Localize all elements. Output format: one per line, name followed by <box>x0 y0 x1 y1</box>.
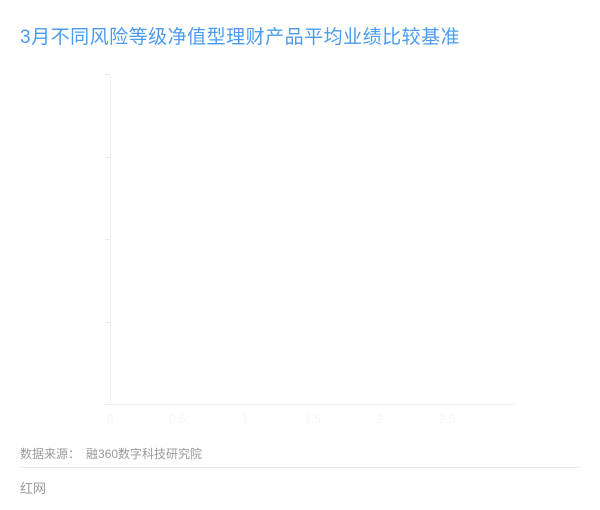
source-row: 数据来源： 融360数字科技研究院 <box>20 440 580 468</box>
chart-plot-area <box>110 75 515 405</box>
source-value: 融360数字科技研究院 <box>86 445 202 462</box>
x-axis-tick-label: 1.5 <box>304 412 321 426</box>
x-axis-tick-label: 1 <box>242 412 249 426</box>
x-axis-tick-label: 2 <box>377 412 384 426</box>
y-axis-tick <box>105 404 110 405</box>
publisher-name: 红网 <box>20 478 46 497</box>
y-axis-tick <box>105 157 110 158</box>
chart-container: 3月不同风险等级净值型理财产品平均业绩比较基准 0 0.5 1 1.5 2 2.5 数据来… <box>0 0 600 510</box>
x-axis-labels: 0 0.5 1 1.5 2 2.5 <box>110 412 515 430</box>
chart-title: 3月不同风险等级净值型理财产品平均业绩比较基准 <box>20 22 580 49</box>
y-axis-tick <box>105 239 110 240</box>
x-axis-tick-label: 2.5 <box>439 412 456 426</box>
x-axis-line <box>110 404 515 405</box>
y-axis-tick <box>105 74 110 75</box>
x-axis-tick-label: 0.5 <box>169 412 186 426</box>
source-label: 数据来源： <box>20 445 80 462</box>
y-axis-tick <box>105 322 110 323</box>
x-axis-tick-label: 0 <box>107 412 114 426</box>
y-axis-line <box>110 75 111 405</box>
